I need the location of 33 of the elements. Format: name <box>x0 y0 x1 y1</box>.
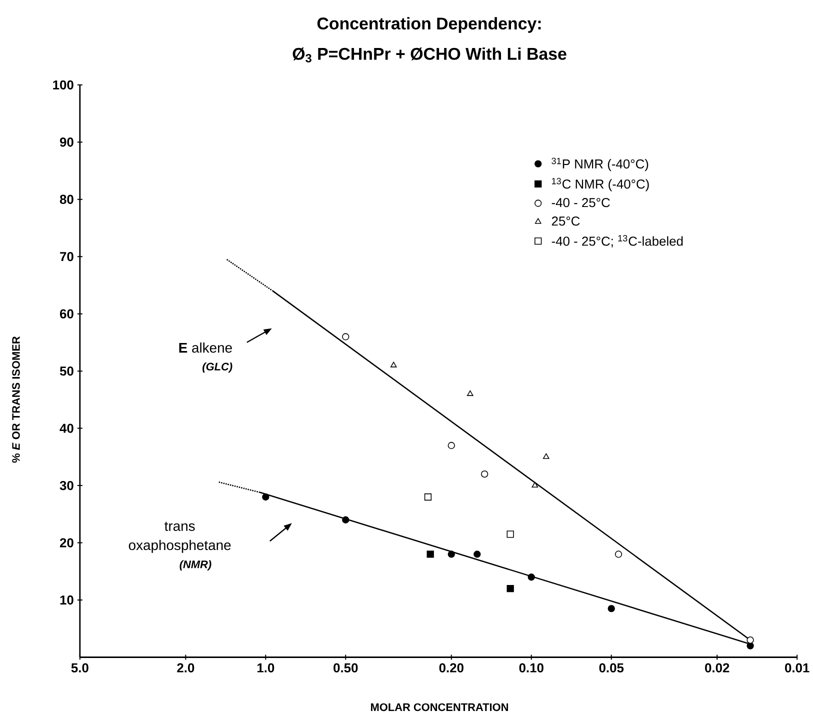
x-tick-label: 2.0 <box>177 663 194 672</box>
x-tick-label: 0.02 <box>705 663 730 672</box>
x-tick-label: 0.10 <box>519 663 544 672</box>
annotation: E alkene <box>179 342 232 353</box>
legend-label: -40 - 25°C; $^{13}$C-labeled <box>552 234 683 248</box>
y-tick-label: 70 <box>60 252 74 262</box>
x-tick-label: 0.01 <box>785 663 810 672</box>
y-tick-label: 90 <box>60 137 74 147</box>
x-tick-label: 0.50 <box>334 663 358 672</box>
annotation: oxaphosphetane <box>128 540 231 553</box>
y-tick-label: 40 <box>60 424 74 433</box>
x-tick-label: 0.20 <box>439 663 464 672</box>
chart-subtitle: Ø$_{3}$ P=CHnPr + ØCHO With Li Base <box>292 47 566 62</box>
x-tick-label: 1.0 <box>257 663 274 672</box>
y-tick-label: 100 <box>53 80 74 90</box>
y-tick-label: 50 <box>60 366 74 376</box>
y-tick-label: 80 <box>60 194 74 204</box>
y-tick-label: 10 <box>60 595 74 605</box>
annotation: trans <box>164 522 195 531</box>
legend-label: $^{31}$P NMR (-40°C) <box>552 158 648 172</box>
annotation: (GLC) <box>202 362 232 373</box>
y-tick-label: 60 <box>60 309 74 318</box>
x-tick-label: 0.05 <box>599 663 624 672</box>
legend-label: 25°C <box>552 216 580 226</box>
legend-label: $^{13}$C NMR (-40°C) <box>552 178 649 192</box>
x-axis-title: MOLAR CONCENTRATION <box>371 703 508 711</box>
annotation: (NMR) <box>180 560 212 570</box>
y-tick-label: 20 <box>60 538 74 548</box>
y-tick-label: 30 <box>60 480 74 490</box>
legend-label: -40 - 25°C <box>552 198 610 208</box>
chart-title: Concentration Dependency: <box>317 17 541 33</box>
x-tick-label: 5.0 <box>71 663 88 672</box>
y-axis-title: % E OR TRANS ISOMER <box>12 336 20 463</box>
